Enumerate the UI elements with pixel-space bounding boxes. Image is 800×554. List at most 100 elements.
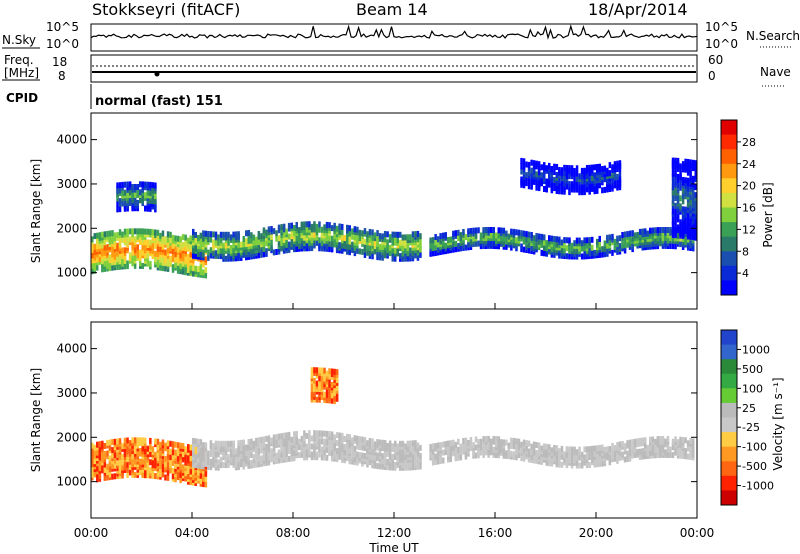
noise-panel: N.Sky 10^5 10^0 10^5 10^0 N.Search xyxy=(2,20,800,52)
range-cell xyxy=(179,471,182,478)
range-cell xyxy=(214,231,218,238)
range-cell xyxy=(623,236,627,243)
range-cell xyxy=(462,229,465,235)
range-cell xyxy=(371,229,374,236)
range-cell xyxy=(217,459,220,466)
range-cell xyxy=(250,237,253,244)
range-cell xyxy=(550,176,554,183)
range-cell xyxy=(295,240,298,247)
range-cell xyxy=(93,249,96,256)
range-cell xyxy=(247,444,250,451)
range-cell xyxy=(575,253,579,260)
range-cell xyxy=(356,451,359,458)
range-cell xyxy=(401,250,405,257)
range-cell xyxy=(209,236,213,243)
range-cell xyxy=(666,227,670,233)
range-cell xyxy=(654,237,657,244)
range-cell xyxy=(394,247,397,254)
range-cell xyxy=(553,177,556,183)
range-cell xyxy=(270,437,273,444)
range-cell xyxy=(300,441,304,448)
range-cell xyxy=(313,391,316,398)
range-cell xyxy=(689,159,692,166)
range-cell xyxy=(199,452,203,459)
range-cell xyxy=(593,172,596,179)
range-cell xyxy=(631,444,634,451)
range-cell xyxy=(520,230,523,237)
range-cell xyxy=(666,436,670,442)
range-cell xyxy=(522,174,526,181)
range-cell xyxy=(219,440,223,447)
range-cell xyxy=(578,183,581,190)
range-cell xyxy=(171,459,175,466)
range-cell xyxy=(659,227,662,233)
range-cell xyxy=(166,257,170,264)
range-cell xyxy=(154,438,157,445)
range-cell xyxy=(277,235,281,242)
range-cell xyxy=(684,222,687,229)
range-cell xyxy=(671,226,675,233)
range-cell xyxy=(318,446,321,453)
range-cell xyxy=(626,231,629,238)
range-cell xyxy=(358,235,362,242)
range-cell xyxy=(588,164,591,171)
range-cell xyxy=(224,440,228,447)
range-cell xyxy=(116,232,119,239)
range-cell xyxy=(144,437,147,444)
range-cell xyxy=(487,227,490,233)
range-cell xyxy=(489,240,493,247)
range-cell xyxy=(474,452,478,459)
range-cell xyxy=(383,440,387,446)
range-cell xyxy=(613,450,617,457)
range-cell xyxy=(136,244,139,251)
range-cell xyxy=(373,240,377,247)
range-cell xyxy=(320,446,324,453)
range-cell xyxy=(613,182,617,189)
range-cell xyxy=(482,436,485,443)
range-cell xyxy=(679,219,682,226)
range-cell xyxy=(669,452,672,458)
range-cell xyxy=(255,459,258,465)
range-cell xyxy=(575,181,579,188)
range-cell xyxy=(118,229,122,236)
range-cell xyxy=(381,233,384,240)
range-cell xyxy=(159,457,162,464)
range-cell xyxy=(391,461,394,468)
range-cell xyxy=(563,237,566,244)
range-cell xyxy=(204,230,208,237)
range-cell xyxy=(133,254,137,261)
range-cell xyxy=(169,462,172,469)
range-cell xyxy=(366,440,369,447)
range-cell xyxy=(310,223,314,230)
range-cell xyxy=(674,171,677,177)
range-cell xyxy=(381,439,384,446)
range-cell xyxy=(341,432,344,439)
range-cell xyxy=(613,238,617,245)
range-cell xyxy=(535,243,538,250)
range-cell xyxy=(568,446,571,453)
range-cell xyxy=(401,448,405,455)
range-cell xyxy=(194,450,197,457)
range-cell xyxy=(179,262,182,269)
range-cell xyxy=(512,228,516,235)
range-cell xyxy=(646,450,649,457)
range-cell xyxy=(192,252,195,259)
range-cell xyxy=(681,230,685,237)
range-cell xyxy=(351,453,354,460)
range-cell xyxy=(197,271,200,278)
range-cell xyxy=(222,231,225,238)
range-cell xyxy=(692,159,695,166)
range-cell xyxy=(204,267,208,274)
range-cell xyxy=(229,440,233,447)
range-cell xyxy=(497,436,500,443)
range-cell xyxy=(149,451,152,458)
range-cell xyxy=(328,222,331,229)
range-cell xyxy=(548,162,551,169)
range-cell xyxy=(133,458,137,465)
range-cell xyxy=(320,394,324,401)
range-cell xyxy=(583,454,586,461)
range-cell xyxy=(199,472,203,479)
range-cell xyxy=(560,239,564,246)
range-cell xyxy=(376,439,379,446)
range-cell xyxy=(262,251,266,258)
